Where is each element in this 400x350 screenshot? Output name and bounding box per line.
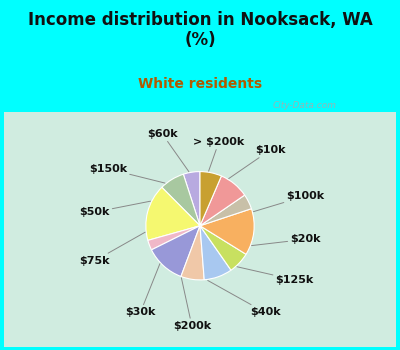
- Text: City-Data.com: City-Data.com: [273, 100, 337, 110]
- Wedge shape: [200, 226, 231, 280]
- Wedge shape: [200, 172, 222, 226]
- Wedge shape: [181, 226, 204, 280]
- Text: $125k: $125k: [237, 267, 314, 285]
- FancyBboxPatch shape: [4, 112, 396, 346]
- Wedge shape: [200, 226, 246, 270]
- Wedge shape: [146, 187, 200, 240]
- Text: $20k: $20k: [252, 234, 321, 246]
- Wedge shape: [183, 172, 200, 226]
- Wedge shape: [200, 176, 245, 226]
- Text: $200k: $200k: [173, 278, 211, 331]
- Wedge shape: [162, 174, 200, 226]
- Text: Income distribution in Nooksack, WA
(%): Income distribution in Nooksack, WA (%): [28, 10, 372, 49]
- Text: $50k: $50k: [79, 201, 150, 217]
- Text: $10k: $10k: [229, 145, 286, 178]
- Text: $150k: $150k: [89, 164, 165, 183]
- Text: $40k: $40k: [208, 280, 280, 317]
- Text: $100k: $100k: [254, 191, 325, 212]
- Wedge shape: [152, 226, 200, 276]
- Text: $75k: $75k: [79, 232, 145, 266]
- Text: > $200k: > $200k: [193, 137, 244, 171]
- Wedge shape: [200, 209, 254, 254]
- Text: $30k: $30k: [125, 264, 160, 317]
- Wedge shape: [200, 195, 252, 226]
- Text: $60k: $60k: [147, 129, 189, 172]
- Text: White residents: White residents: [138, 77, 262, 91]
- Wedge shape: [148, 226, 200, 250]
